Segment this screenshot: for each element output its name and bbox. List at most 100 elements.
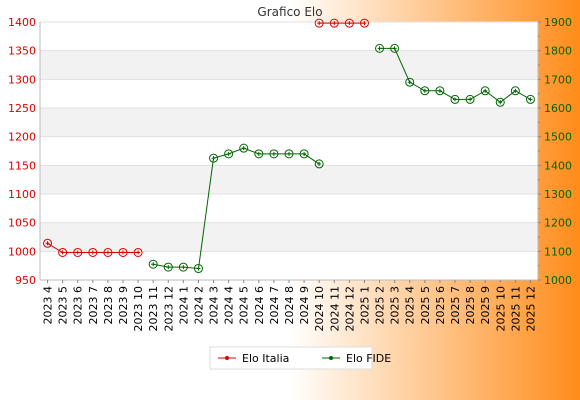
data-point xyxy=(269,149,279,159)
x-tick-label: 2024 3 xyxy=(208,286,221,325)
legend: Elo Italia Elo FIDE xyxy=(209,346,391,370)
data-point xyxy=(480,86,490,96)
x-tick-label: 2023 12 xyxy=(162,286,175,332)
plot-band xyxy=(40,165,538,194)
data-point xyxy=(239,143,249,153)
x-tick-label: 2025 1 xyxy=(358,286,371,325)
data-point xyxy=(465,94,475,104)
x-tick-label: 2025 5 xyxy=(419,286,432,325)
legend-label-elo-fide: Elo FIDE xyxy=(346,352,391,365)
x-tick-label: 2024 4 xyxy=(223,286,236,325)
data-point xyxy=(88,247,98,257)
x-tick-label: 2024 7 xyxy=(268,286,281,325)
left-tick-label: 1000 xyxy=(8,245,36,258)
data-point xyxy=(58,247,68,257)
data-point xyxy=(133,247,143,257)
x-tick-label: 2025 8 xyxy=(464,286,477,325)
data-point xyxy=(510,86,520,96)
right-tick-label: 1300 xyxy=(544,188,572,201)
data-point xyxy=(284,149,294,159)
left-tick-label: 1200 xyxy=(8,131,36,144)
x-axis: 2023 4 2023 5 2023 6 2023 7 2023 8 2023 9 2023… xyxy=(40,279,538,332)
x-tick-label: 2024 6 xyxy=(253,286,266,325)
right-tick-label: 1700 xyxy=(544,73,572,86)
left-tick-label: 1050 xyxy=(8,217,36,230)
data-point xyxy=(450,94,460,104)
right-tick-label: 1000 xyxy=(544,274,572,287)
right-tick-label: 1900 xyxy=(544,16,572,29)
data-point xyxy=(43,238,53,248)
data-point xyxy=(73,247,83,257)
data-point xyxy=(254,149,264,159)
x-tick-label: 2025 7 xyxy=(449,286,462,325)
data-point xyxy=(405,77,415,87)
x-tick-label: 2025 11 xyxy=(509,286,522,332)
data-point xyxy=(209,153,219,163)
x-tick-label: 2025 9 xyxy=(479,286,492,325)
left-tick-label: 950 xyxy=(15,274,36,287)
x-tick-label: 2025 3 xyxy=(389,286,402,325)
data-point xyxy=(118,247,128,257)
right-y-axis: 1000 1100 1200 1300 1400 1500 1600 1700 1800 1900 xyxy=(537,16,572,287)
legend-marker-elo-fide xyxy=(329,356,333,360)
data-point xyxy=(420,86,430,96)
legend-box xyxy=(209,346,373,370)
x-tick-label: 2023 5 xyxy=(57,286,70,325)
x-tick-label: 2023 7 xyxy=(87,286,100,325)
left-y-axis: 950 1000 1050 1100 1150 1200 1250 1300 1350 1400 xyxy=(8,16,41,287)
data-point xyxy=(193,264,203,274)
right-tick-label: 1600 xyxy=(544,102,572,115)
plot-band xyxy=(40,50,538,80)
data-point xyxy=(359,18,369,28)
right-tick-label: 1200 xyxy=(544,217,572,230)
x-tick-label: 2024 8 xyxy=(283,286,296,325)
x-tick-label: 2024 11 xyxy=(328,286,341,332)
data-point xyxy=(178,262,188,272)
x-tick-label: 2023 8 xyxy=(102,286,115,325)
data-point xyxy=(224,149,234,159)
series-elo-fide xyxy=(148,43,535,274)
plot-band xyxy=(40,108,538,137)
right-tick-label: 1400 xyxy=(544,159,572,172)
right-tick-label: 1500 xyxy=(544,131,572,144)
data-point xyxy=(314,18,324,28)
plot-area xyxy=(40,22,538,280)
x-tick-label: 2025 6 xyxy=(434,286,447,325)
left-tick-label: 1400 xyxy=(8,16,36,29)
series-group xyxy=(43,18,535,274)
data-point xyxy=(390,43,400,53)
legend-label-elo-italia: Elo Italia xyxy=(242,352,289,365)
grid-lines xyxy=(40,21,538,281)
right-tick-label: 1800 xyxy=(544,45,572,58)
data-point xyxy=(495,97,505,107)
data-point xyxy=(435,86,445,96)
x-tick-label: 2025 12 xyxy=(524,286,537,332)
left-tick-label: 1150 xyxy=(8,159,36,172)
x-tick-label: 2024 12 xyxy=(343,286,356,332)
x-tick-label: 2024 9 xyxy=(298,286,311,325)
x-tick-label: 2023 6 xyxy=(72,286,85,325)
data-point xyxy=(329,18,339,28)
x-tick-label: 2025 4 xyxy=(404,286,417,325)
left-tick-label: 1250 xyxy=(8,102,36,115)
data-point xyxy=(163,262,173,272)
data-point xyxy=(314,159,324,169)
x-tick-label: 2023 10 xyxy=(132,286,145,332)
data-point xyxy=(103,247,113,257)
x-tick-label: 2024 5 xyxy=(238,286,251,325)
plot-band xyxy=(40,222,538,252)
x-tick-label: 2025 2 xyxy=(374,286,387,325)
data-point xyxy=(525,94,535,104)
series-elo-italia xyxy=(43,18,369,257)
data-point xyxy=(375,43,385,53)
x-tick-label: 2023 9 xyxy=(117,286,130,325)
left-tick-label: 1300 xyxy=(8,73,36,86)
x-tick-label: 2024 1 xyxy=(177,286,190,325)
data-point xyxy=(299,149,309,159)
data-point xyxy=(344,18,354,28)
data-point xyxy=(148,259,158,269)
right-tick-label: 1100 xyxy=(544,245,572,258)
left-tick-label: 1100 xyxy=(8,188,36,201)
